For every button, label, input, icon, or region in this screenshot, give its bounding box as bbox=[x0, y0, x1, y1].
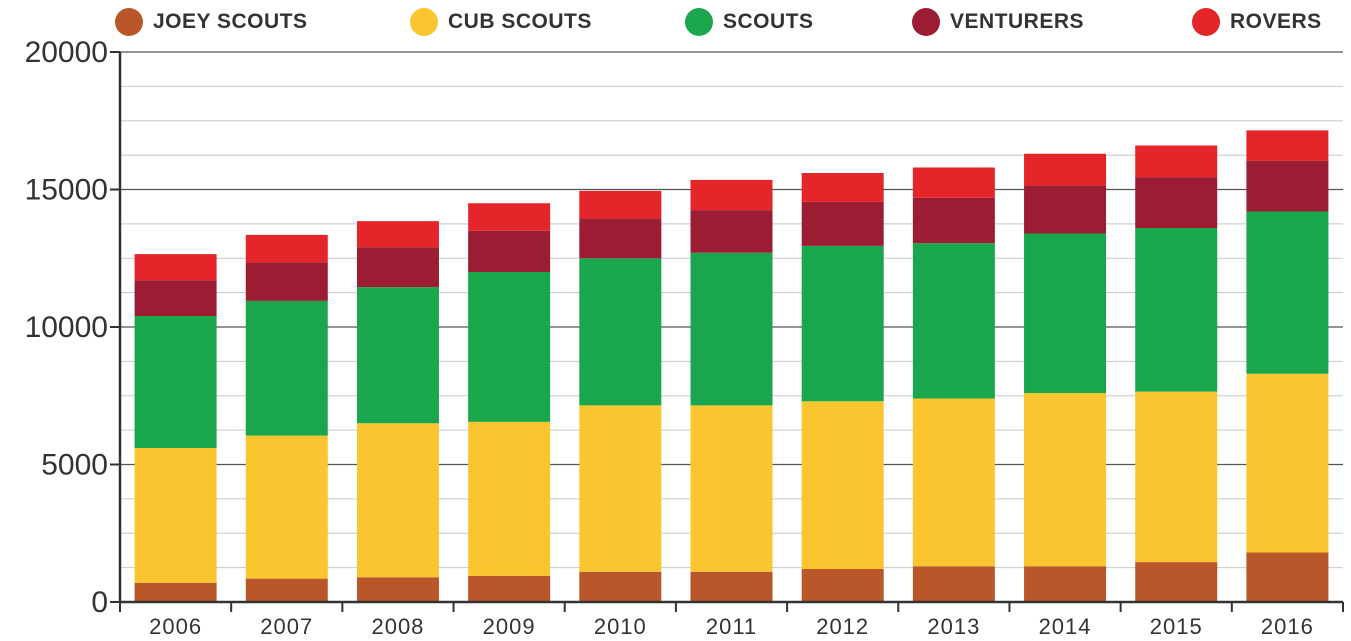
x-tick-label: 2009 bbox=[483, 614, 536, 639]
legend-swatch bbox=[912, 8, 940, 36]
bar-segment-scouts-2013 bbox=[912, 243, 995, 399]
y-axis-ticks: 0 5000 10000 15000 20000 bbox=[25, 36, 120, 619]
bar-segment-venturers-2015 bbox=[1135, 177, 1218, 228]
legend-label: JOEY SCOUTS bbox=[153, 10, 308, 33]
y-tick-label: 5000 bbox=[41, 449, 108, 482]
x-axis-ticks: 2006 2007 2008 2009 2010 2011 2012 2013 2014 2015… bbox=[119, 602, 1344, 639]
bar-segment-cub-scouts-2006 bbox=[134, 448, 217, 583]
bar-segment-joey-scouts-2010 bbox=[579, 571, 662, 602]
x-tick-label: 2012 bbox=[816, 614, 869, 639]
bar-segment-joey-scouts-2008 bbox=[356, 577, 439, 602]
legend-item-cub-scouts: CUB SCOUTS bbox=[410, 7, 592, 37]
bars bbox=[134, 130, 1329, 602]
x-tick-label: 2011 bbox=[706, 614, 757, 639]
bar-segment-venturers-2008 bbox=[356, 247, 439, 288]
bar-segment-rovers-2006 bbox=[134, 254, 217, 281]
y-tick-label: 20000 bbox=[25, 36, 108, 69]
x-tick-label: 2007 bbox=[260, 614, 313, 639]
bar-segment-rovers-2008 bbox=[356, 221, 439, 248]
bar-segment-scouts-2010 bbox=[579, 258, 662, 406]
x-tick-label: 2013 bbox=[927, 614, 980, 639]
bar-segment-cub-scouts-2013 bbox=[912, 398, 995, 567]
bar-segment-scouts-2011 bbox=[690, 252, 773, 406]
bar-segment-venturers-2014 bbox=[1024, 185, 1107, 234]
bar-segment-cub-scouts-2012 bbox=[801, 401, 884, 569]
bar-segment-joey-scouts-2006 bbox=[134, 582, 217, 602]
bar-segment-cub-scouts-2007 bbox=[245, 435, 328, 579]
bar-segment-cub-scouts-2014 bbox=[1024, 393, 1107, 567]
legend-item-scouts: SCOUTS bbox=[685, 7, 814, 37]
bar-segment-scouts-2008 bbox=[356, 287, 439, 424]
bar-segment-scouts-2007 bbox=[245, 300, 328, 436]
bar-segment-joey-scouts-2007 bbox=[245, 578, 328, 602]
bar-segment-joey-scouts-2013 bbox=[912, 566, 995, 602]
bar-segment-scouts-2015 bbox=[1135, 228, 1218, 392]
bar-segment-scouts-2006 bbox=[134, 316, 217, 448]
bar-segment-cub-scouts-2010 bbox=[579, 405, 662, 572]
bar-segment-cub-scouts-2016 bbox=[1246, 373, 1329, 553]
bar-segment-scouts-2009 bbox=[468, 272, 551, 422]
bar-segment-cub-scouts-2015 bbox=[1135, 391, 1218, 563]
legend-swatch bbox=[685, 8, 713, 36]
bar-segment-venturers-2010 bbox=[579, 218, 662, 259]
legend-label: ROVERS bbox=[1230, 10, 1322, 33]
y-tick-label: 10000 bbox=[25, 311, 108, 344]
x-tick-label: 2008 bbox=[371, 614, 424, 639]
bar-segment-venturers-2007 bbox=[245, 262, 328, 301]
legend-swatch bbox=[1192, 8, 1220, 36]
legend-label: SCOUTS bbox=[723, 10, 814, 33]
legend-label: CUB SCOUTS bbox=[448, 10, 592, 33]
bar-segment-joey-scouts-2016 bbox=[1246, 552, 1329, 602]
x-tick-label: 2010 bbox=[594, 614, 647, 639]
bar-segment-joey-scouts-2015 bbox=[1135, 562, 1218, 602]
x-tick-label: 2014 bbox=[1039, 614, 1092, 639]
legend-item-venturers: VENTURERS bbox=[912, 7, 1084, 37]
bar-segment-joey-scouts-2011 bbox=[690, 571, 773, 602]
bar-segment-rovers-2011 bbox=[690, 179, 773, 211]
bar-segment-cub-scouts-2008 bbox=[356, 423, 439, 578]
bar-segment-venturers-2013 bbox=[912, 197, 995, 244]
bar-segment-rovers-2010 bbox=[579, 190, 662, 219]
bar-segment-rovers-2016 bbox=[1246, 130, 1329, 161]
legend-item-rovers: ROVERS bbox=[1192, 7, 1322, 37]
bar-segment-cub-scouts-2011 bbox=[690, 405, 773, 572]
y-tick-label: 15000 bbox=[25, 174, 108, 207]
bar-segment-venturers-2006 bbox=[134, 280, 217, 316]
legend-label: VENTURERS bbox=[950, 10, 1085, 33]
bar-segment-scouts-2012 bbox=[801, 245, 884, 402]
bar-segment-rovers-2015 bbox=[1135, 145, 1218, 178]
bar-segment-venturers-2009 bbox=[468, 230, 551, 272]
bar-segment-scouts-2014 bbox=[1024, 233, 1107, 393]
legend-swatch bbox=[115, 8, 143, 36]
x-tick-label: 2016 bbox=[1261, 614, 1314, 639]
bar-segment-rovers-2009 bbox=[468, 203, 551, 231]
bar-segment-rovers-2007 bbox=[245, 234, 328, 263]
bar-segment-venturers-2016 bbox=[1246, 160, 1329, 212]
bar-segment-joey-scouts-2009 bbox=[468, 575, 551, 602]
bar-segment-rovers-2013 bbox=[912, 167, 995, 198]
bar-segment-rovers-2012 bbox=[801, 173, 884, 202]
bar-segment-joey-scouts-2012 bbox=[801, 569, 884, 602]
chart-legend: JOEY SCOUTS CUB SCOUTS SCOUTS VENTURERS ROVE… bbox=[0, 0, 1351, 44]
bar-segment-scouts-2016 bbox=[1246, 211, 1329, 374]
bar-segment-rovers-2014 bbox=[1024, 153, 1107, 186]
bar-segment-cub-scouts-2009 bbox=[468, 421, 551, 576]
legend-swatch bbox=[410, 8, 438, 36]
bar-segment-joey-scouts-2014 bbox=[1024, 566, 1107, 602]
bar-segment-venturers-2012 bbox=[801, 201, 884, 246]
x-tick-label: 2015 bbox=[1150, 614, 1203, 639]
x-tick-label: 2006 bbox=[149, 614, 202, 639]
legend-item-joey-scouts: JOEY SCOUTS bbox=[115, 7, 308, 37]
y-tick-label: 0 bbox=[91, 586, 108, 619]
bar-segment-venturers-2011 bbox=[690, 210, 773, 253]
